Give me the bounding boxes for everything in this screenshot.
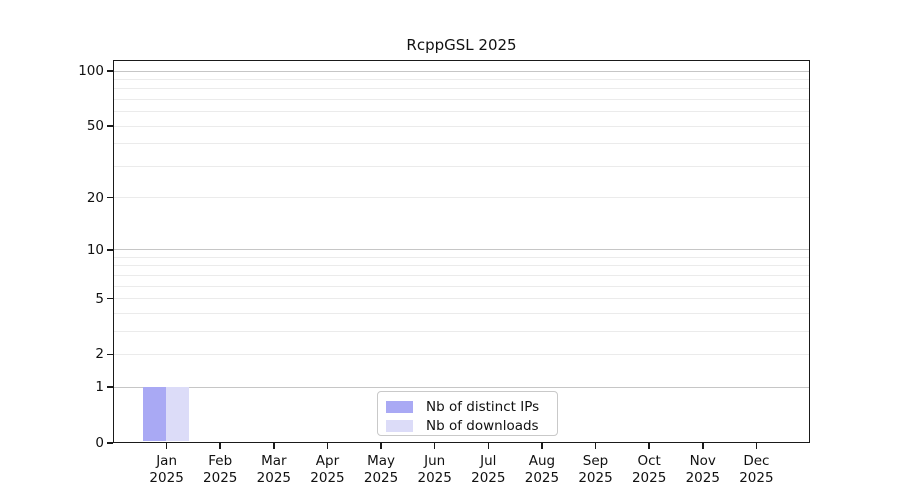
y-tick-2 (107, 353, 113, 356)
legend-swatch-downloads (386, 419, 413, 432)
x-tick-jun (433, 443, 436, 449)
legend-swatch-distinct-ips (386, 400, 413, 413)
plot-area (113, 60, 810, 443)
gridline-20 (114, 197, 809, 199)
x-tick-label-jun: Jun 2025 (417, 453, 452, 486)
bar-distinct-ips-jan (143, 386, 167, 441)
gridline-5 (114, 298, 809, 300)
y-tick-20 (107, 196, 113, 199)
x-tick-label-feb: Feb 2025 (203, 453, 238, 486)
gridline-90 (114, 79, 809, 81)
x-tick-label-oct: Oct 2025 (631, 453, 667, 486)
y-tick-10 (107, 249, 113, 251)
gridline-100 (114, 70, 809, 72)
gridline-3 (114, 330, 809, 332)
x-tick-sep (594, 443, 597, 449)
x-tick-oct (648, 443, 650, 449)
x-tick-jul (487, 443, 490, 449)
legend-label-distinct-ips: Nb of distinct IPs (426, 398, 540, 415)
bar-downloads-jan (166, 386, 190, 441)
y-tick-label-5: 5 (95, 290, 104, 307)
x-tick-label-may: May 2025 (363, 453, 399, 486)
x-tick-may (380, 443, 382, 449)
gridline-7 (114, 274, 809, 276)
gridline-10 (114, 249, 809, 251)
gridline-30 (114, 165, 809, 167)
y-tick-0 (107, 442, 113, 444)
y-tick-100 (107, 70, 113, 72)
x-tick-label-mar: Mar 2025 (256, 453, 292, 486)
y-tick-label-100: 100 (78, 63, 104, 80)
x-tick-mar (273, 443, 275, 449)
x-tick-label-jul: Jul 2025 (471, 453, 506, 486)
legend-item-downloads: Nb of downloads (386, 416, 557, 435)
x-tick-label-apr: Apr 2025 (310, 453, 345, 486)
gridline-6 (114, 285, 809, 287)
x-tick-label-jan: Jan 2025 (149, 453, 184, 486)
y-tick-5 (107, 297, 113, 300)
legend-label-downloads: Nb of downloads (426, 417, 539, 434)
x-tick-dec (755, 443, 758, 449)
gridline-4 (114, 312, 809, 314)
x-tick-label-nov: Nov 2025 (685, 453, 720, 486)
y-tick-label-50: 50 (86, 118, 104, 135)
gridline-60 (114, 111, 809, 113)
y-tick-label-1: 1 (95, 379, 104, 396)
legend: Nb of distinct IPs Nb of downloads (377, 391, 558, 436)
x-tick-label-sep: Sep 2025 (578, 453, 613, 486)
chart-title: RcppGSL 2025 (406, 36, 517, 54)
gridline-80 (114, 88, 809, 90)
y-tick-1 (107, 386, 113, 388)
gridline-70 (114, 99, 809, 101)
x-tick-label-aug: Aug 2025 (524, 453, 560, 486)
gridline-50 (114, 125, 809, 127)
gridline-9 (114, 256, 809, 258)
y-tick-50 (107, 125, 113, 127)
gridline-40 (114, 143, 809, 145)
x-tick-label-dec: Dec 2025 (739, 453, 774, 486)
y-tick-label-2: 2 (95, 346, 104, 363)
gridline-8 (114, 265, 809, 267)
x-tick-jan (165, 443, 168, 449)
legend-item-distinct-ips: Nb of distinct IPs (386, 397, 557, 416)
y-tick-label-0: 0 (95, 435, 104, 451)
y-tick-label-10: 10 (86, 241, 104, 258)
x-tick-apr (326, 443, 329, 449)
y-tick-label-20: 20 (86, 189, 104, 206)
gridline-1 (114, 386, 809, 388)
x-tick-nov (702, 443, 704, 449)
x-tick-feb (219, 443, 221, 449)
x-tick-aug (541, 443, 543, 449)
gridline-2 (114, 353, 809, 355)
